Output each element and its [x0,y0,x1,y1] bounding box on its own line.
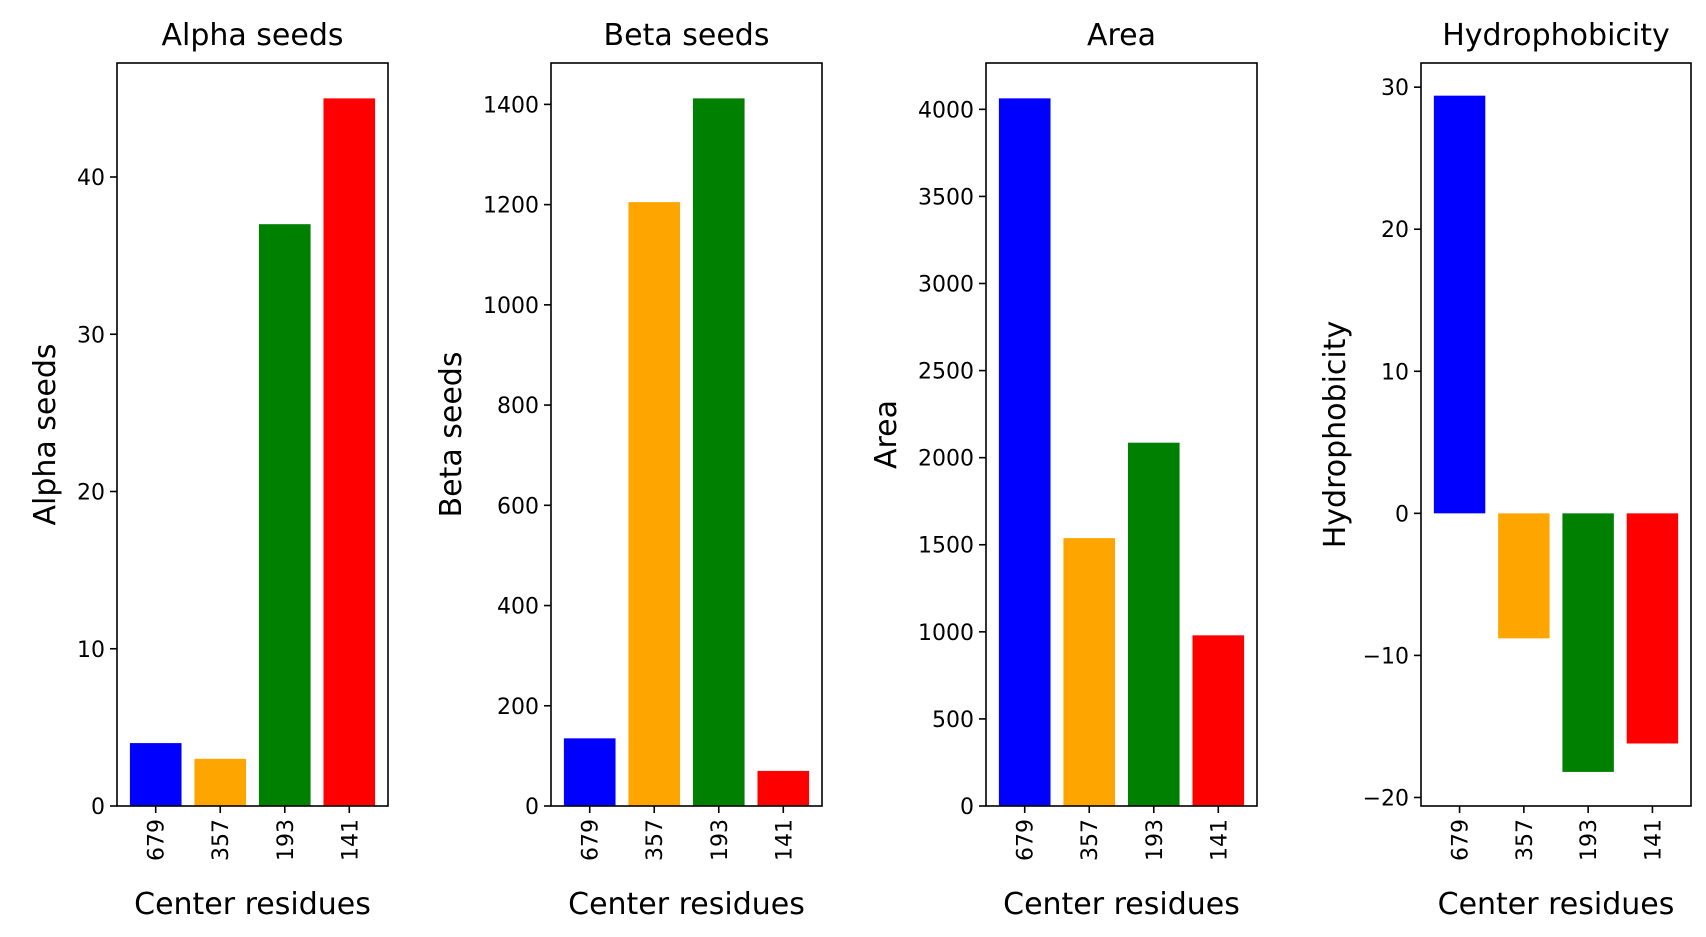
bar-141 [1192,635,1245,806]
x-tick-label: 141 [772,819,797,861]
y-tick-label: 0 [525,795,539,820]
y-tick-label: 500 [932,708,974,733]
chart-panel-1: 0 10 20 30 40 679 357 193 141 Alpha seeds Center r… [28,18,389,922]
y-tick-label: 10 [1381,360,1409,385]
x-axis-label: Center residues [568,887,805,922]
y-tick-label: 1000 [483,294,539,319]
chart-panel-4: −20 −10 0 10 20 30 679 357 193 141 Hydrophobicity C… [1318,18,1692,922]
y-tick-label: −10 [1363,644,1409,669]
y-axis-label: Alpha seeds [28,343,63,525]
axes-frame [116,62,389,807]
y-tick-label: 0 [1395,502,1409,527]
x-tick-label: 357 [643,819,668,861]
x-axis-label: Center residues [1003,887,1240,922]
y-tick-label: 200 [497,695,539,720]
axes-frame [985,62,1258,807]
y-tick-label: 1200 [483,194,539,219]
bar-357 [628,202,681,806]
bar-357 [194,758,247,806]
x-tick-label: 679 [145,819,170,861]
x-tick-label: 357 [1513,819,1538,861]
bar-679 [1433,95,1486,514]
x-tick-label: 679 [1449,819,1474,861]
y-tick-label: 2500 [918,360,974,385]
y-tick-label: 10 [77,638,105,663]
y-tick-label: 2000 [918,447,974,472]
bar-193 [1127,442,1180,806]
y-tick-label: 3500 [918,185,974,210]
x-tick-label: 679 [1014,819,1039,861]
y-tick-label: 1400 [483,93,539,118]
bar-193 [258,224,311,806]
x-tick-label: 141 [338,819,363,861]
x-tick-label: 193 [274,819,299,861]
y-axis-label: Beta seeds [434,352,469,518]
y-tick-label: 0 [960,795,974,820]
axes-frame [1420,62,1692,807]
x-axis-label: Center residues [134,887,371,922]
y-tick-label: 30 [1381,76,1409,101]
bar-679 [129,743,182,806]
y-tick-label: 4000 [918,98,974,123]
y-tick-label: 20 [1381,218,1409,243]
y-tick-label: 30 [77,323,105,348]
chart-title: Beta seeds [604,18,770,53]
bar-679 [998,98,1051,807]
y-tick-label: 20 [77,481,105,506]
axes-frame [550,62,823,807]
chart-title: Alpha seeds [161,18,343,53]
y-axis-label: Hydrophobicity [1318,321,1353,549]
x-tick-label: 679 [579,819,604,861]
y-axis-label: Area [869,400,904,469]
chart-panel-2: 0 200 400 600 800 1000 1200 1400 679 357 193 141 Bet… [434,18,823,922]
bar-193 [1562,513,1614,772]
x-tick-label: 141 [1641,819,1666,861]
y-tick-label: −20 [1363,786,1409,811]
bar-141 [1626,513,1679,744]
bar-357 [1498,513,1550,639]
y-tick-label: 3000 [918,272,974,297]
x-tick-label: 193 [1577,819,1602,861]
bar-679 [563,738,616,806]
y-tick-label: 1000 [918,621,974,646]
bar-141 [757,770,810,806]
x-tick-label: 357 [1078,819,1103,861]
y-tick-label: 600 [497,494,539,519]
bar-357 [1063,538,1116,806]
chart-panel-3: 0 500 1000 1500 2000 2500 3000 3500 4000 679 357 19… [869,18,1258,922]
bar-141 [323,98,376,806]
y-tick-label: 400 [497,595,539,620]
x-tick-label: 141 [1207,819,1232,861]
chart-title: Hydrophobicity [1442,18,1670,53]
chart-title: Area [1087,18,1156,53]
x-tick-label: 357 [209,819,234,861]
x-tick-label: 193 [708,819,733,861]
y-tick-label: 0 [91,795,105,820]
bar-193 [692,98,745,806]
x-axis-label: Center residues [1438,887,1675,922]
y-tick-label: 1500 [918,534,974,559]
y-tick-label: 40 [77,166,105,191]
y-tick-label: 800 [497,394,539,419]
x-tick-label: 193 [1143,819,1168,861]
